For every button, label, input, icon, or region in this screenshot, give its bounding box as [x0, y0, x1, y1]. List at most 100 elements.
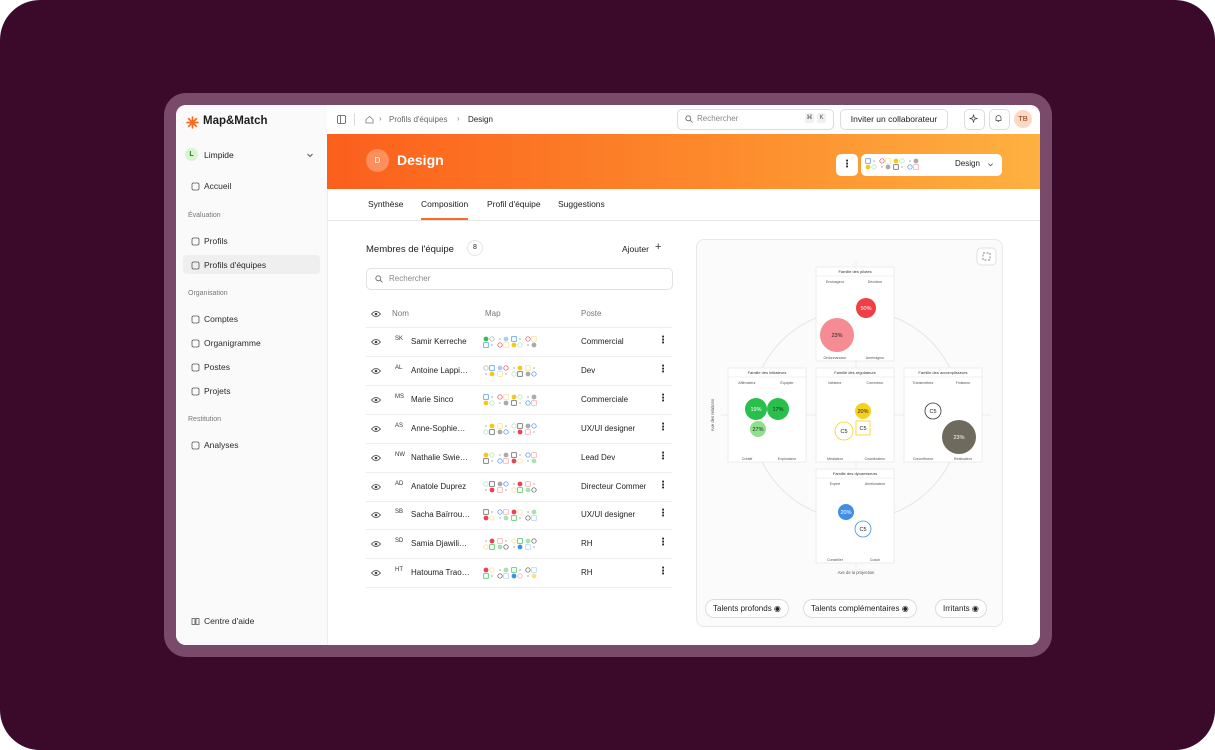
- help-link[interactable]: Centre d'aide: [204, 616, 255, 626]
- row-menu[interactable]: ⋮: [658, 421, 668, 433]
- map-dot: [531, 458, 537, 463]
- map-dot: [519, 517, 521, 520]
- nav-item[interactable]: Profils d'équipes: [204, 260, 267, 270]
- chevron: [988, 163, 993, 167]
- corner-label: Réalisateur: [954, 457, 973, 461]
- member-name[interactable]: Anne-Sophie…: [411, 423, 466, 433]
- topbar: › Profils d'équipes › Design Rechercher …: [327, 105, 1040, 135]
- visibility-toggle[interactable]: [371, 396, 381, 404]
- breadcrumb[interactable]: Profils d'équipes: [389, 115, 448, 124]
- row-menu[interactable]: ⋮: [658, 479, 668, 491]
- member-name[interactable]: Hatouma Trao…: [411, 568, 470, 578]
- member-search[interactable]: [366, 268, 673, 290]
- row-menu[interactable]: ⋮: [658, 566, 668, 578]
- corner-label: Médiateur: [827, 457, 844, 461]
- row-menu[interactable]: ⋮: [658, 450, 668, 462]
- workspace-name[interactable]: Limpide: [204, 150, 234, 160]
- invite-button[interactable]: Inviter un collaborateur: [840, 109, 948, 130]
- notifications-button[interactable]: [989, 109, 1010, 130]
- member-name[interactable]: Antoine Lappi…: [411, 365, 468, 375]
- nav-icon: [191, 363, 200, 372]
- row-menu[interactable]: ⋮: [658, 508, 668, 520]
- bubble[interactable]: [838, 504, 854, 520]
- nav-item[interactable]: Accueil: [204, 181, 232, 191]
- row-menu[interactable]: ⋮: [658, 392, 668, 404]
- bubble[interactable]: [942, 420, 976, 454]
- tab[interactable]: Composition: [421, 199, 469, 220]
- bell-icon: [995, 115, 1002, 122]
- visibility-toggle[interactable]: [371, 454, 381, 462]
- toggle-button[interactable]: Irritants ◉: [935, 599, 987, 618]
- row-divider: [366, 384, 672, 386]
- member-role: Directeur Commer: [581, 481, 647, 491]
- member-name[interactable]: Anatole Duprez: [411, 481, 467, 491]
- nav-item[interactable]: Projets: [204, 386, 231, 396]
- nav-item[interactable]: Organigramme: [204, 338, 261, 348]
- nav-section: Restitution: [188, 416, 222, 423]
- nav-icon: [191, 182, 200, 191]
- member-initials: HT: [395, 567, 403, 574]
- tab[interactable]: Synthèse: [368, 199, 404, 209]
- map-dot: [531, 538, 537, 544]
- visibility-toggle[interactable]: [371, 511, 381, 519]
- member-name[interactable]: Nathalie Swie…: [411, 452, 468, 462]
- add-member[interactable]: Ajouter: [622, 244, 649, 254]
- add-icon[interactable]: +: [655, 241, 662, 253]
- row-menu[interactable]: ⋮: [658, 537, 668, 549]
- bubble[interactable]: [767, 398, 789, 420]
- tab[interactable]: Profil d'équipe: [487, 199, 541, 209]
- visibility-toggle[interactable]: [371, 540, 381, 548]
- toggle-button[interactable]: Talents complémentaires ◉: [803, 599, 917, 618]
- visibility-toggle[interactable]: [371, 367, 381, 375]
- visibility-toggle[interactable]: [371, 569, 381, 577]
- chevron[interactable]: [306, 151, 314, 159]
- family-title: Famille des accomplisseurs: [918, 370, 967, 375]
- bubble[interactable]: [745, 398, 767, 420]
- nav-icon: [191, 315, 200, 324]
- bubble[interactable]: [834, 421, 854, 441]
- row-divider: [366, 529, 672, 531]
- divider: [354, 113, 355, 126]
- member-name[interactable]: Sacha Baïrrou…: [411, 510, 471, 520]
- nav-item[interactable]: Comptes: [204, 314, 239, 324]
- member-name[interactable]: Samia Djawili…: [411, 539, 468, 549]
- member-map: [483, 336, 537, 348]
- avatar[interactable]: TB: [1014, 110, 1032, 128]
- visibility-toggle[interactable]: [371, 483, 381, 491]
- map-square: [525, 429, 531, 435]
- map-dot: [913, 158, 919, 164]
- visibility-toggle[interactable]: [371, 310, 381, 318]
- toggle-label: Talents profonds: [713, 604, 772, 613]
- more-button[interactable]: ⋮: [836, 154, 858, 176]
- bubble[interactable]: [820, 318, 854, 352]
- expand-button[interactable]: [976, 247, 997, 266]
- corner-label: Expert: [830, 482, 840, 486]
- toggle-button[interactable]: Talents profonds ◉: [705, 599, 789, 618]
- rect: [337, 115, 346, 124]
- row-menu[interactable]: ⋮: [658, 363, 668, 375]
- bubble[interactable]: [855, 403, 871, 419]
- map-dot: [483, 515, 489, 521]
- nav-item[interactable]: Analyses: [204, 440, 239, 450]
- home-icon[interactable]: [365, 115, 374, 124]
- map-dot: [497, 544, 503, 550]
- bubble[interactable]: [855, 420, 871, 436]
- map-dot: [525, 371, 531, 377]
- map-dot: [503, 365, 509, 371]
- bubble[interactable]: [856, 298, 876, 318]
- visibility-toggle[interactable]: [371, 425, 381, 433]
- tab[interactable]: Suggestions: [558, 199, 605, 209]
- bubble[interactable]: [750, 421, 766, 437]
- sidebar-toggle[interactable]: [337, 115, 346, 124]
- bubble[interactable]: [924, 402, 942, 420]
- family: Famille des régulateurs Idéateur Correcteu…: [815, 367, 895, 463]
- visibility-toggle[interactable]: [371, 338, 381, 346]
- bubble[interactable]: [854, 520, 872, 538]
- member-name[interactable]: Marie Sinco: [411, 394, 454, 404]
- family: Famille des pilotes Envisageur Décideur Ord…: [815, 266, 895, 362]
- nav-item[interactable]: Profils: [204, 236, 228, 246]
- row-menu[interactable]: ⋮: [658, 335, 668, 346]
- search-box[interactable]: [677, 109, 834, 130]
- member-name[interactable]: Samir Kerreche: [411, 337, 467, 346]
- nav-item[interactable]: Postes: [204, 362, 230, 372]
